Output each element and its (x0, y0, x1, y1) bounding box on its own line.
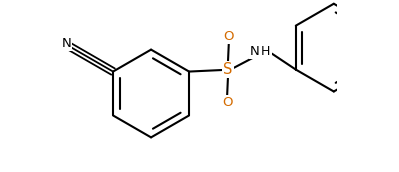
Text: H: H (261, 45, 271, 58)
Text: S: S (223, 62, 233, 77)
Text: O: O (222, 96, 232, 109)
Text: O: O (223, 30, 234, 43)
Text: N: N (61, 37, 71, 50)
Text: N: N (250, 45, 260, 58)
